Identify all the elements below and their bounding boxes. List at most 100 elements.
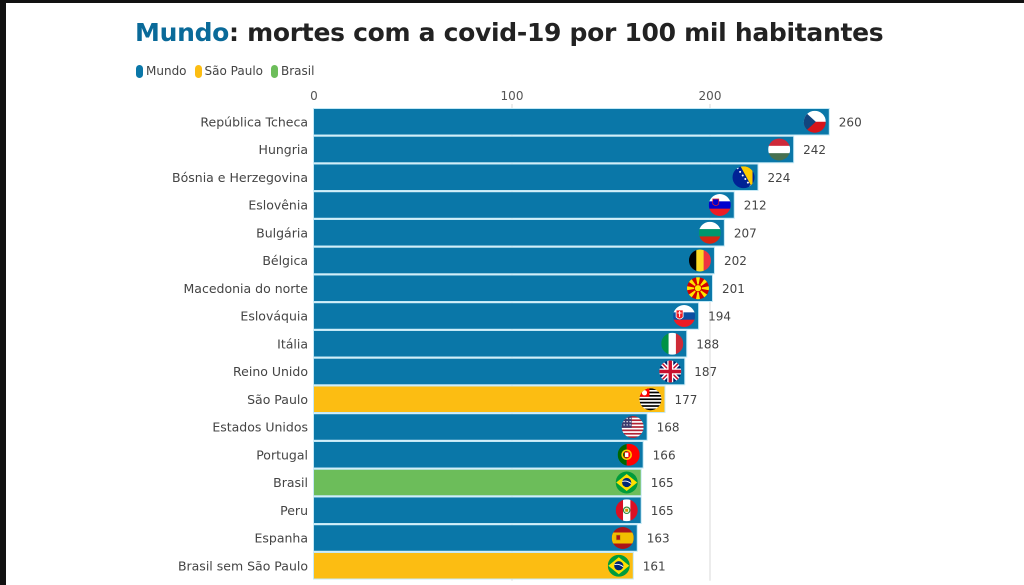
legend-swatch-sao-paulo bbox=[194, 64, 202, 78]
bar-row: Bélgica 202 bbox=[262, 246, 747, 275]
value-label: 165 bbox=[651, 476, 674, 490]
x-tick-label: 200 bbox=[699, 89, 722, 103]
belgium-flag-icon bbox=[688, 249, 711, 272]
bar-row: Itália 188 bbox=[277, 330, 719, 358]
value-label: 187 bbox=[694, 365, 717, 379]
bar-row: Espanha 163 bbox=[254, 524, 670, 552]
bar[interactable] bbox=[314, 386, 665, 413]
category-label: Reino Unido bbox=[233, 364, 308, 379]
bar-row: Brasil sem São Paulo 161 bbox=[178, 552, 666, 580]
bar-row: Eslovênia 212 bbox=[248, 191, 767, 219]
x-tick-label: 0 bbox=[310, 89, 318, 103]
bar[interactable] bbox=[314, 469, 641, 496]
chart-legend: Mundo São Paulo Brasil bbox=[136, 64, 314, 78]
value-label: 224 bbox=[768, 171, 791, 185]
value-label: 166 bbox=[653, 448, 676, 462]
bars: República Tcheca 260 Hungria 242 Bósnia e He… bbox=[172, 108, 862, 580]
sao-paulo-flag-icon bbox=[639, 388, 662, 411]
bar-row: Estados Unidos 168 bbox=[212, 413, 680, 441]
x-tick-label: 100 bbox=[501, 89, 524, 103]
bar-row: Hungria 242 bbox=[259, 135, 826, 164]
bar[interactable] bbox=[314, 247, 714, 274]
bar[interactable] bbox=[314, 525, 637, 551]
value-label: 207 bbox=[734, 226, 757, 240]
category-label: Brasil bbox=[273, 475, 308, 490]
category-label: Estados Unidos bbox=[212, 420, 308, 435]
bar-row: Reino Unido 187 bbox=[233, 357, 717, 386]
value-label: 201 bbox=[722, 282, 745, 296]
bar[interactable] bbox=[314, 553, 633, 579]
legend-item-brasil[interactable]: Brasil bbox=[271, 64, 314, 78]
bar[interactable] bbox=[314, 220, 724, 246]
portugal-flag-icon bbox=[617, 443, 640, 466]
category-label: Bósnia e Herzegovina bbox=[172, 170, 308, 185]
bar[interactable] bbox=[314, 136, 794, 163]
bar[interactable] bbox=[314, 192, 734, 218]
uk-flag-icon bbox=[659, 360, 682, 383]
value-label: 161 bbox=[643, 559, 666, 573]
category-label: Eslováquia bbox=[240, 309, 308, 324]
category-label: Bulgária bbox=[256, 225, 308, 240]
bar-row: Macedonia do norte 201 bbox=[184, 274, 745, 302]
hungary-flag-icon bbox=[768, 138, 791, 161]
value-label: 242 bbox=[803, 143, 826, 157]
value-label: 163 bbox=[647, 532, 670, 546]
legend-label-brasil: Brasil bbox=[281, 64, 315, 78]
value-label: 188 bbox=[696, 337, 719, 351]
legend-item-sao-paulo[interactable]: São Paulo bbox=[194, 64, 263, 78]
legend-item-mundo[interactable]: Mundo bbox=[136, 64, 187, 78]
chart-title: Mundo: mortes com a covid-19 por 100 mil… bbox=[135, 18, 884, 47]
chart-title-rest: : mortes com a covid-19 por 100 mil habi… bbox=[229, 18, 884, 47]
bar[interactable] bbox=[314, 358, 685, 385]
brazil-flag-icon bbox=[607, 554, 630, 577]
bar[interactable] bbox=[314, 109, 829, 135]
category-label: Itália bbox=[277, 336, 308, 351]
bar-row: Portugal 166 bbox=[256, 441, 676, 469]
bar[interactable] bbox=[314, 164, 758, 191]
value-label: 260 bbox=[839, 115, 862, 129]
value-label: 212 bbox=[744, 199, 767, 213]
peru-flag-icon bbox=[615, 499, 638, 522]
bar-row: República Tcheca 260 bbox=[200, 108, 862, 136]
bar-row: Peru 165 bbox=[280, 496, 674, 524]
category-label: República Tcheca bbox=[200, 114, 308, 129]
bar[interactable] bbox=[314, 275, 712, 302]
category-label: Espanha bbox=[254, 531, 308, 546]
category-label: Peru bbox=[280, 503, 308, 518]
window-border-top bbox=[0, 0, 1024, 3]
bar[interactable] bbox=[314, 442, 643, 468]
bar[interactable] bbox=[314, 331, 687, 357]
category-label: Macedonia do norte bbox=[184, 281, 309, 296]
bar-row: Bósnia e Herzegovina 224 bbox=[172, 163, 791, 191]
value-label: 202 bbox=[724, 254, 747, 268]
value-label: 194 bbox=[708, 310, 731, 324]
slovenia-flag-icon bbox=[708, 194, 731, 216]
value-label: 165 bbox=[651, 504, 674, 518]
bulgaria-flag-icon bbox=[698, 221, 721, 244]
bosnia-flag-icon bbox=[732, 166, 755, 189]
bar-row: Bulgária 207 bbox=[256, 219, 757, 247]
value-label: 168 bbox=[657, 421, 680, 435]
category-label: Bélgica bbox=[262, 253, 308, 268]
bar[interactable] bbox=[314, 497, 641, 524]
bar[interactable] bbox=[314, 303, 699, 329]
legend-label-sao-paulo: São Paulo bbox=[204, 64, 263, 78]
legend-swatch-brasil bbox=[271, 64, 278, 78]
chart-title-highlight: Mundo bbox=[135, 18, 230, 47]
category-label: Portugal bbox=[256, 447, 308, 462]
spain-flag-icon bbox=[611, 527, 634, 549]
category-label: Hungria bbox=[259, 142, 308, 157]
italy-flag-icon bbox=[661, 332, 684, 355]
bar[interactable] bbox=[314, 414, 647, 440]
legend-label-mundo: Mundo bbox=[146, 64, 187, 78]
czech-flag-icon bbox=[803, 110, 826, 133]
bar-row: São Paulo 177 bbox=[247, 385, 697, 413]
brazil-flag-icon bbox=[615, 471, 638, 494]
usa-flag-icon bbox=[621, 416, 644, 438]
legend-swatch-mundo bbox=[136, 64, 143, 78]
bar-row: Brasil 165 bbox=[273, 468, 674, 497]
bar-row: Eslováquia 194 bbox=[240, 302, 731, 330]
x-axis-ticks: 0 100 200 bbox=[310, 89, 721, 103]
category-label: Brasil sem São Paulo bbox=[178, 558, 308, 573]
